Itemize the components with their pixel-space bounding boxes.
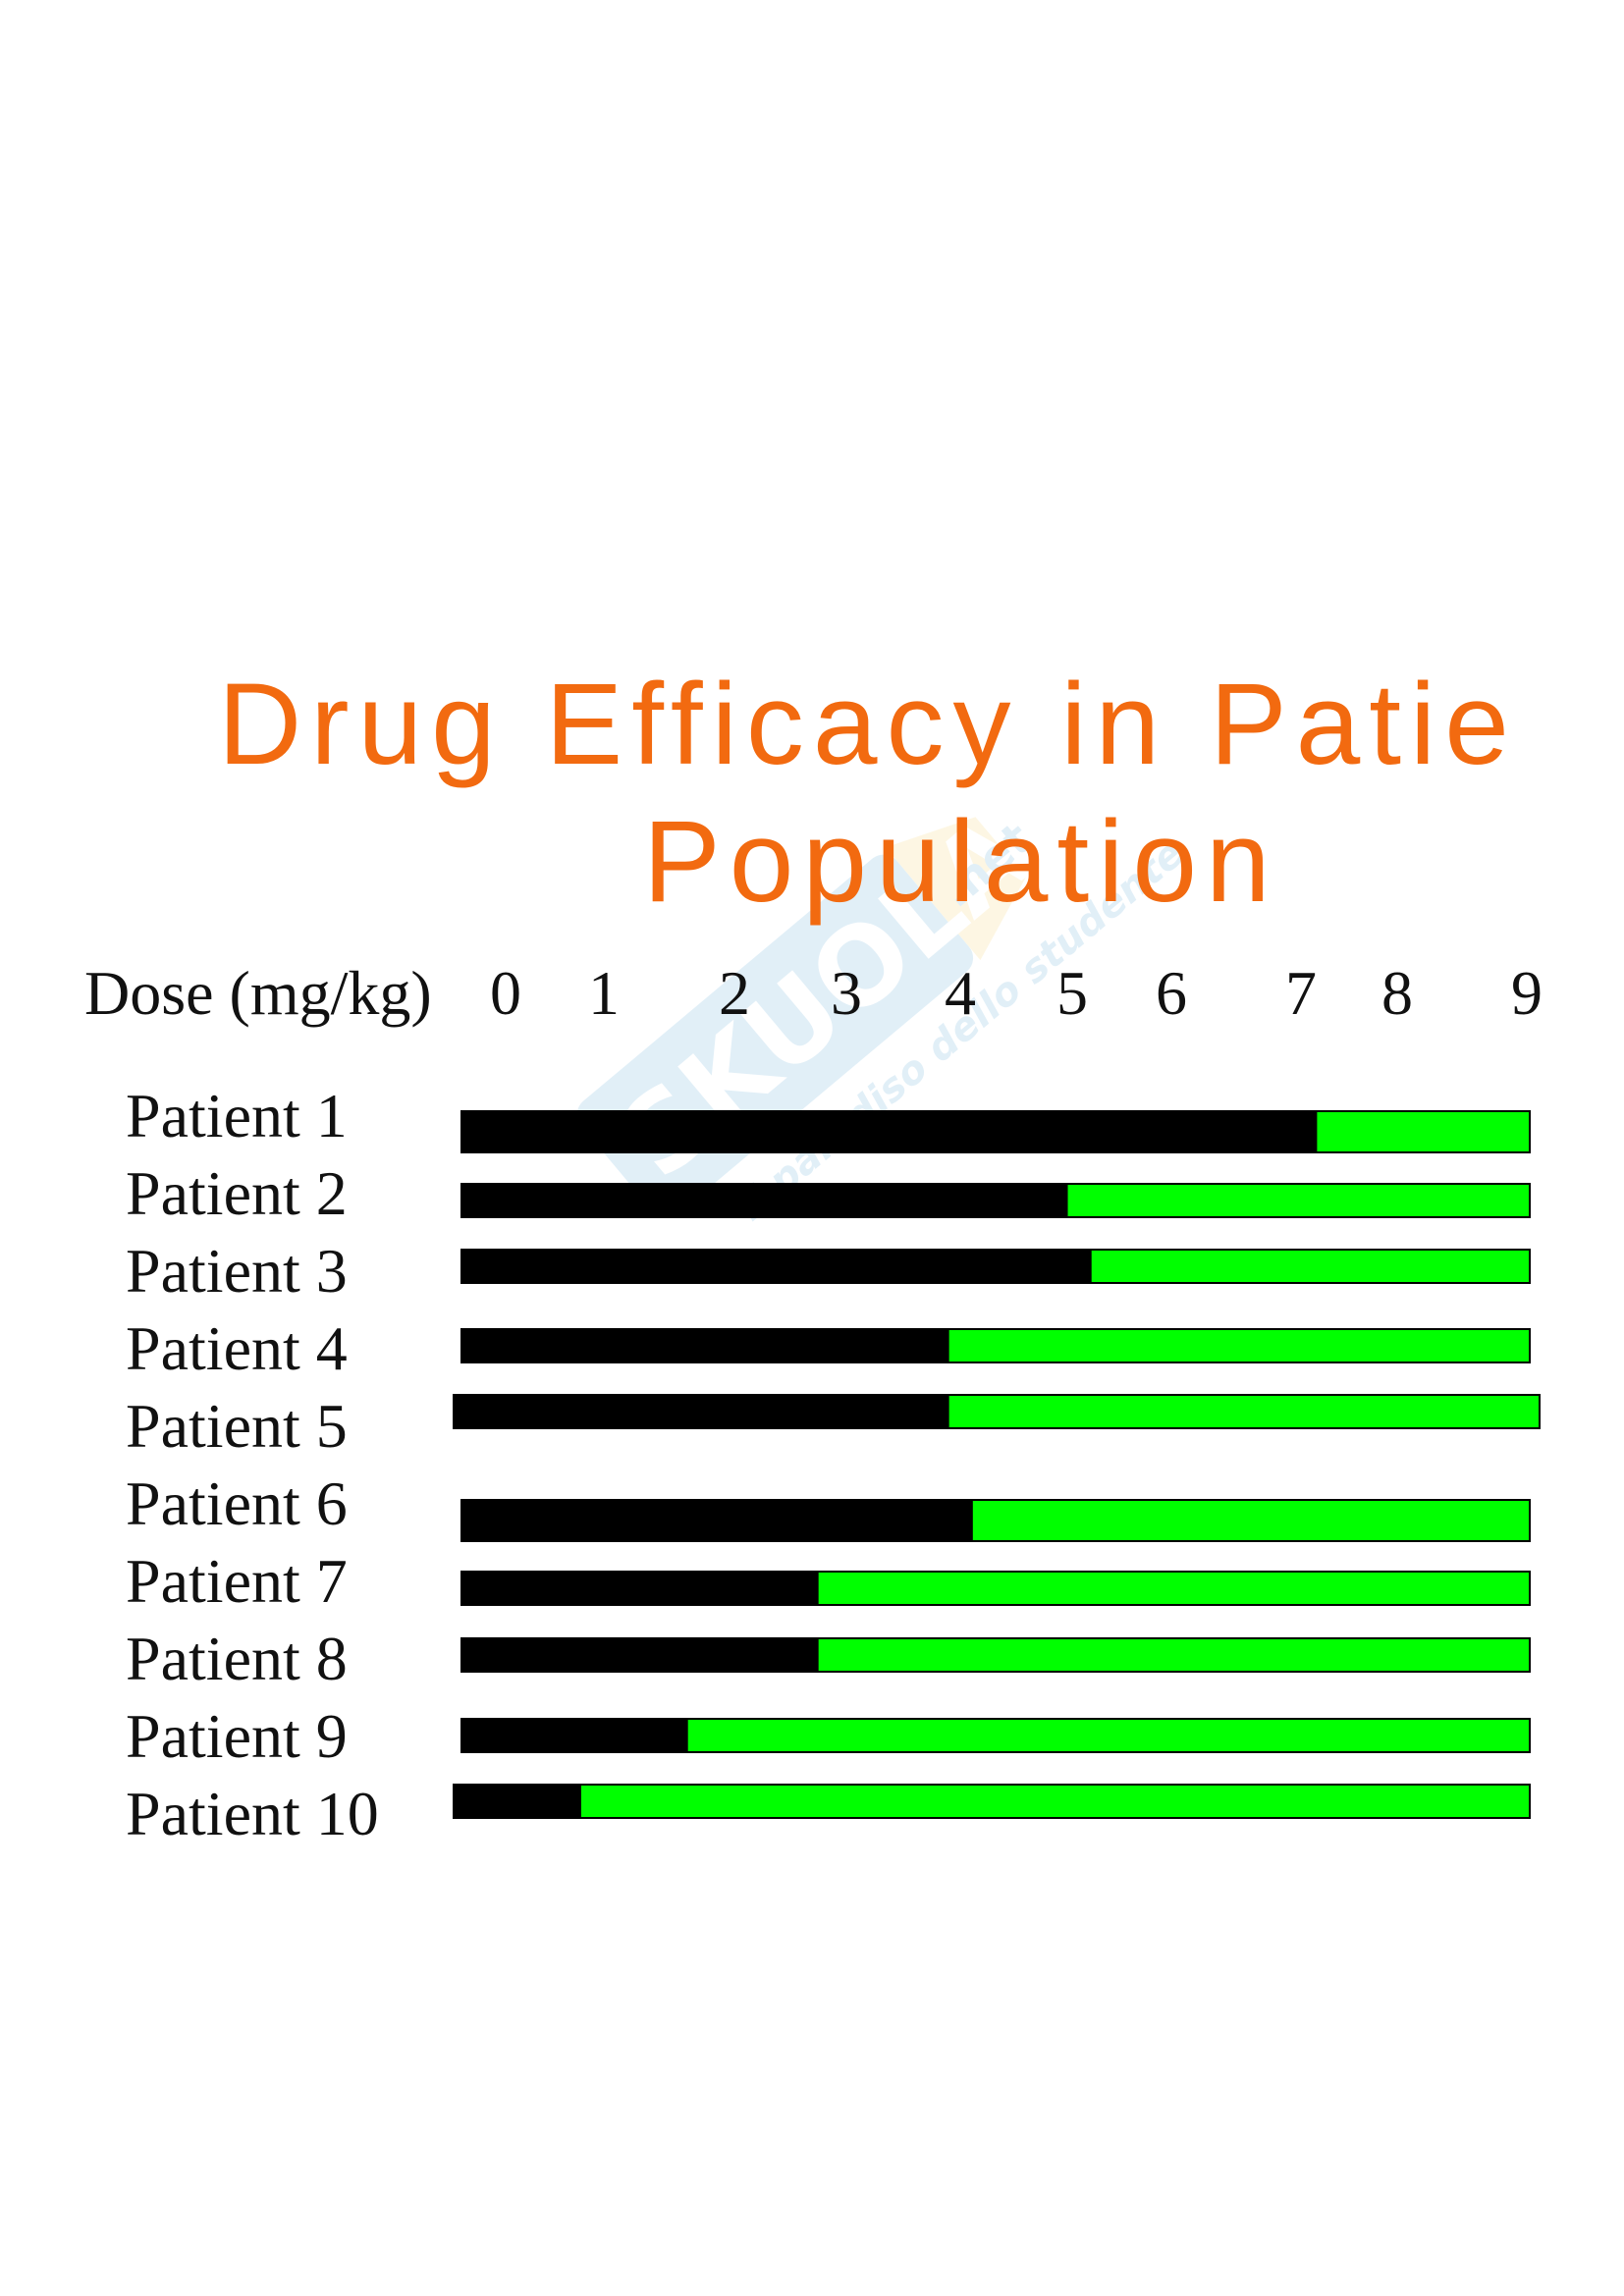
bar-segment-effective <box>1089 1249 1531 1284</box>
x-axis-label: Dose (mg/kg) <box>84 958 432 1028</box>
bar-segment-effective <box>816 1637 1531 1673</box>
bar-segment-effective <box>685 1718 1531 1753</box>
bar-segment-ineffective <box>460 1249 1092 1284</box>
x-tick-label: 2 <box>719 958 750 1028</box>
bar-segment-ineffective <box>460 1328 949 1363</box>
bar-segment-ineffective <box>460 1499 973 1542</box>
bar-segment-effective <box>970 1499 1531 1542</box>
row-label: Patient 9 <box>126 1701 348 1771</box>
row-label: Patient 7 <box>126 1546 348 1616</box>
watermark-tip <box>886 817 1026 961</box>
row-label: Patient 4 <box>126 1313 348 1383</box>
bar-segment-ineffective <box>453 1394 949 1429</box>
x-tick-label: 4 <box>945 958 976 1028</box>
x-tick-label: 1 <box>588 958 620 1028</box>
bar-segment-ineffective <box>460 1571 819 1606</box>
bar-segment-ineffective <box>453 1784 581 1819</box>
bar-segment-ineffective <box>460 1637 819 1673</box>
row-label: Patient 3 <box>126 1236 348 1306</box>
x-tick-label: 6 <box>1156 958 1187 1028</box>
x-tick-label: 0 <box>490 958 521 1028</box>
x-tick-label: 5 <box>1056 958 1088 1028</box>
row-label: Patient 10 <box>126 1779 379 1848</box>
row-label: Patient 8 <box>126 1624 348 1693</box>
chart-title: Drug Efficacy in Patie <box>218 660 1518 789</box>
x-tick-label: 8 <box>1381 958 1413 1028</box>
row-label: Patient 5 <box>126 1391 348 1461</box>
bar-segment-effective <box>1065 1183 1531 1218</box>
x-tick-label: 7 <box>1285 958 1317 1028</box>
chart-title-line-2: Population <box>643 797 1279 927</box>
bar-segment-effective <box>947 1394 1541 1429</box>
row-label: Patient 2 <box>126 1158 348 1228</box>
bars <box>453 1110 1541 1819</box>
bar-segment-effective <box>578 1784 1531 1819</box>
row-label: Patient 1 <box>126 1081 348 1150</box>
bar-segment-effective <box>1315 1110 1532 1153</box>
bar-segment-ineffective <box>460 1718 688 1753</box>
bar-segment-ineffective <box>460 1183 1068 1218</box>
bar-segment-ineffective <box>460 1110 1318 1153</box>
x-tick-label: 9 <box>1511 958 1543 1028</box>
bar-segment-effective <box>816 1571 1531 1606</box>
x-tick-label: 3 <box>831 958 862 1028</box>
row-label: Patient 6 <box>126 1468 348 1538</box>
bar-segment-effective <box>947 1328 1531 1363</box>
